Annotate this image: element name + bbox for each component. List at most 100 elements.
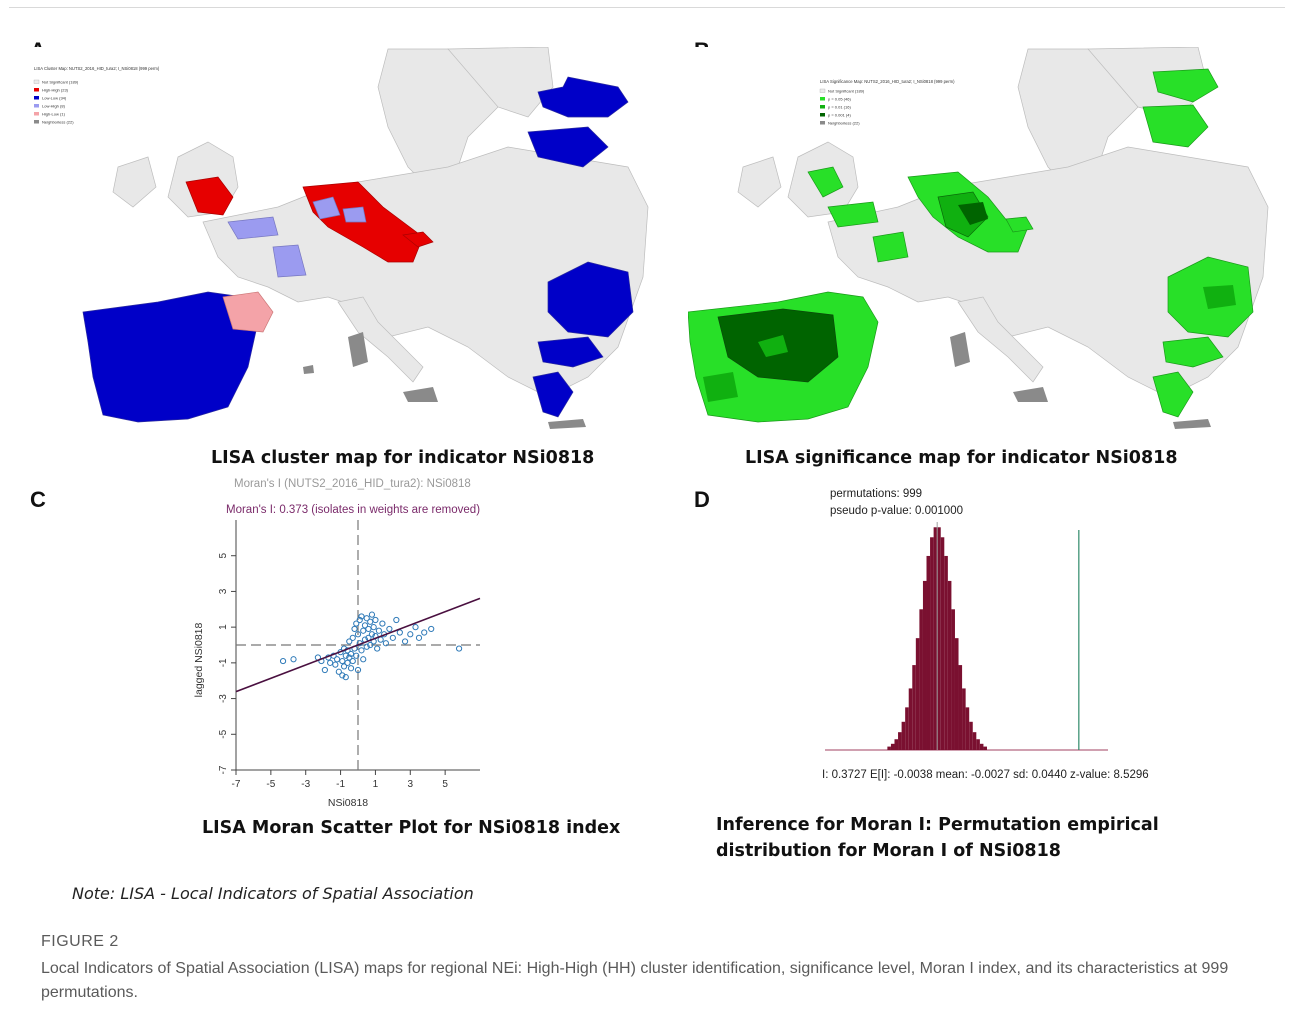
permutations-label: permutations: 999 bbox=[830, 488, 923, 500]
scatter-point bbox=[375, 627, 383, 634]
x-tick-label: 5 bbox=[442, 779, 448, 790]
scatter-point bbox=[342, 652, 349, 659]
map-region-crete bbox=[548, 419, 586, 429]
scatter-point bbox=[353, 652, 360, 659]
scatter-point bbox=[379, 620, 386, 627]
moran-stats: I: 0.3727 E[I]: -0.0038 mean: -0.0027 sd… bbox=[822, 769, 1149, 781]
scatter-point bbox=[389, 634, 396, 641]
scatter-point bbox=[342, 674, 349, 681]
scatter-point bbox=[279, 657, 287, 665]
hist-bar bbox=[933, 527, 938, 750]
y-tick-label: 5 bbox=[218, 552, 229, 558]
scatter-point bbox=[327, 659, 334, 666]
scatter-point bbox=[382, 640, 389, 647]
scatter-point bbox=[363, 615, 370, 622]
legend-b-swatch-3 bbox=[820, 113, 825, 117]
scatter-point bbox=[344, 659, 351, 666]
legend-a-label-0: Not Significant (189) bbox=[42, 80, 79, 85]
map-b-fr-2 bbox=[872, 231, 909, 263]
map-region-finland bbox=[447, 47, 554, 118]
scatter-point bbox=[354, 631, 362, 638]
map-b-at bbox=[1005, 216, 1034, 233]
scatter-point bbox=[455, 645, 463, 652]
map-b-gr bbox=[1152, 371, 1194, 418]
scatter-point bbox=[421, 629, 428, 636]
scatter-point bbox=[332, 661, 339, 668]
map-region-lh-2 bbox=[272, 244, 307, 278]
scatter-point bbox=[346, 654, 353, 661]
legend-a-swatch-0 bbox=[33, 79, 40, 84]
scatter-point bbox=[386, 625, 393, 633]
map-region-iberia-ll bbox=[82, 291, 259, 423]
legend-a-label-5: Neighborless (22) bbox=[42, 120, 74, 125]
hist-bar bbox=[937, 527, 941, 750]
y-tick-label: -1 bbox=[218, 658, 229, 667]
scatter-point bbox=[290, 656, 297, 663]
map-b-baltic-1 bbox=[1152, 68, 1219, 103]
scatter-point bbox=[353, 620, 360, 627]
map-b-title: LISA significance map for indicator NSi0… bbox=[745, 448, 1178, 468]
legend-b-label-4: Neighborless (22) bbox=[828, 121, 860, 126]
map-b-ro-01 bbox=[1203, 285, 1236, 309]
scatter-point bbox=[407, 631, 414, 638]
x-axis-label: NSi0818 bbox=[328, 797, 368, 809]
hist-bar bbox=[983, 746, 987, 750]
map-b-uk bbox=[807, 166, 844, 198]
map-b-ireland bbox=[737, 156, 782, 208]
panel-letter-d: D bbox=[694, 487, 710, 512]
hist-bar bbox=[912, 665, 916, 750]
scatter-point bbox=[339, 672, 346, 679]
map-a-title: LISA cluster map for indicator NSi0818 bbox=[211, 448, 595, 468]
note-text: Note: LISA - Local Indicators of Spatial… bbox=[72, 884, 474, 903]
hist-bar bbox=[908, 688, 913, 750]
scatter-point bbox=[349, 634, 356, 641]
map-region-lh-1 bbox=[227, 216, 279, 240]
hist-bar bbox=[976, 739, 980, 750]
hist-layer bbox=[825, 522, 1108, 751]
hist-bar bbox=[965, 707, 970, 750]
map-b-sardinia bbox=[950, 332, 970, 367]
map-region-italy bbox=[337, 296, 424, 383]
legend-a-label-3: Low-High (8) bbox=[42, 104, 66, 109]
legend-b-label-1: p = 0.05 (46) bbox=[828, 97, 851, 102]
scatter-layer: -7 -5 -3 -1 1 3 5 -7 -5 -3 -1 1 3 5 NSi0818 lagged NSi0… bbox=[193, 520, 481, 809]
hist-bar bbox=[969, 721, 973, 750]
legend-b-label-0: Not Significant (189) bbox=[828, 89, 865, 94]
scatter-point bbox=[370, 624, 377, 631]
hist-title-line2: distribution for Moran I of NSi0818 bbox=[716, 841, 1061, 861]
hist-bar bbox=[944, 555, 948, 750]
y-tick-label: -5 bbox=[218, 729, 229, 738]
legend-a: Not Significant (189) High-High (23) Low… bbox=[33, 79, 79, 125]
permutation-histogram bbox=[825, 522, 1108, 751]
scatter-point bbox=[368, 631, 376, 638]
map-region-poland-ll bbox=[527, 126, 609, 168]
figure-label: FIGURE 2 bbox=[41, 933, 119, 950]
legend-a-label-4: High-Low (1) bbox=[42, 112, 66, 117]
map-region-balearic bbox=[303, 365, 314, 374]
legend-b-label-2: p = 0.01 (16) bbox=[828, 105, 851, 110]
scatter-point bbox=[412, 624, 419, 631]
legend-b-label-3: p = 0.001 (4) bbox=[828, 113, 851, 118]
legend-a-swatch-5 bbox=[34, 120, 39, 124]
legend-b-swatch-1 bbox=[820, 97, 825, 101]
legend-b: Not Significant (189) p = 0.05 (46) p = … bbox=[819, 89, 865, 126]
map-b-de-001 bbox=[958, 202, 988, 225]
scatter-point bbox=[363, 643, 370, 650]
figure-frame bbox=[9, 7, 1285, 1020]
hist-bar bbox=[962, 688, 966, 750]
scatter-point bbox=[428, 625, 435, 633]
hist-bar bbox=[922, 580, 927, 750]
scatter-point bbox=[354, 666, 362, 674]
map-b-bg bbox=[1162, 336, 1224, 368]
legend-a-swatch-3 bbox=[34, 104, 39, 108]
map-b-crete bbox=[1173, 419, 1211, 429]
hist-bar bbox=[940, 537, 945, 750]
hist-bar bbox=[898, 732, 902, 750]
x-tick-label: 3 bbox=[408, 779, 414, 790]
map-region-sardinia bbox=[348, 332, 368, 367]
map-b-iberia-01 bbox=[758, 335, 788, 357]
map-b-fr-1 bbox=[827, 201, 879, 228]
legend-b-swatch-2 bbox=[820, 105, 825, 109]
map-region-ro-ll bbox=[547, 261, 634, 338]
scatter-point bbox=[401, 638, 409, 645]
